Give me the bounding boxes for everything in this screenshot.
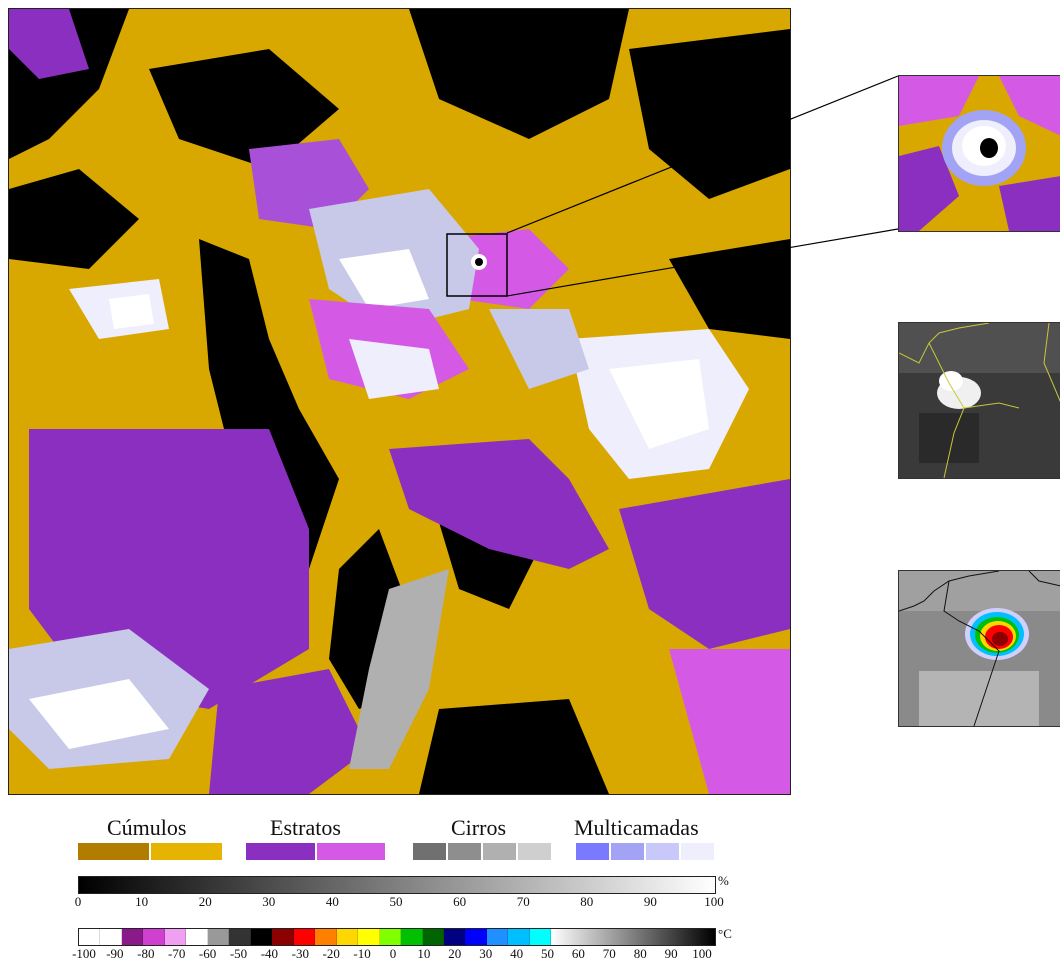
percent-tick-label: 70 [516,894,530,909]
percent-tick-label: 0 [74,894,82,909]
swatch-cumulos-2 [151,843,222,860]
temperature-color-segment [529,929,552,945]
temperature-tick-label: 30 [479,946,493,961]
temperature-color-segment [358,929,380,945]
temperature-color-segment [315,929,337,945]
percent-tick-label: 100 [704,894,724,909]
temperature-tick-label: 80 [633,946,647,961]
visible-channel-inset [898,322,1060,479]
temperature-color-segment [508,929,530,945]
legend-label-cumulos: Cúmulos [107,815,187,840]
temperature-tick-label: 90 [664,946,678,961]
temperature-color-segment [272,929,294,945]
temperature-color-segment [422,929,444,945]
swatch-multicamadas-3 [646,843,679,860]
temperature-color-segment [401,929,423,945]
temperature-tick-label: 40 [510,946,524,961]
temperature-color-segment [121,929,144,945]
temperature-tick-label: 60 [571,946,585,961]
temperature-color-segment [100,929,122,945]
temperature-tick-label: -30 [291,946,309,961]
percent-tick-label: 60 [453,894,467,909]
percent-tick-label: 30 [262,894,276,909]
temperature-color-segment [379,929,402,945]
swatch-cirros-1 [413,843,446,860]
temperature-tick-label: -80 [137,946,155,961]
zoomed-classification-inset [898,75,1060,232]
cloud-map-graphic [9,9,790,794]
temperature-warm-segment [551,929,716,945]
temperature-color-segment [486,929,509,945]
temperature-color-segment [465,929,487,945]
temperature-color-segment [164,929,187,945]
temperature-color-segment [336,929,359,945]
swatch-cirros-4 [518,843,551,860]
swatch-multicamadas-1 [576,843,609,860]
temperature-color-segment [443,929,466,945]
swatch-estratos-2 [317,843,385,860]
temperature-tick-label: -40 [260,946,279,961]
temperature-tick-label: 50 [541,946,554,961]
percent-gradient-bar [78,876,716,894]
infrared-channel-inset [898,570,1060,727]
temperature-color-bar [78,928,716,946]
swatch-cirros-3 [483,843,516,860]
temperature-color-segment [250,929,273,945]
temperature-tick-label: -90 [106,946,124,961]
percent-unit: % [718,873,729,888]
temperature-tick-label: 0 [389,946,397,961]
temperature-color-segment [293,929,316,945]
percent-tick-label: 80 [580,894,594,909]
temperature-color-segment [79,929,101,945]
legend-label-estratos: Estratos [270,815,341,840]
legend-label-multicamadas: Multicamadas [574,815,699,840]
swatch-cirros-2 [448,843,481,860]
temperature-color-segment [186,929,208,945]
swatch-multicamadas-2 [611,843,644,860]
temperature-tick-label: -20 [322,946,340,961]
percent-tick-label: 10 [135,894,149,909]
temperature-color-segment [143,929,165,945]
temperature-tick-label: 100 [692,946,712,961]
temperature-color-segment [229,929,251,945]
percent-tick-label: 50 [389,894,403,909]
legend-label-cirros: Cirros [451,815,506,840]
temperature-tick-label: -70 [168,946,186,961]
temperature-color-segment [207,929,230,945]
temperature-unit: °C [718,926,732,941]
temperature-tick-label: 70 [602,946,616,961]
temperature-tick-label: 20 [448,946,462,961]
percent-tick-label: 40 [325,894,339,909]
temperature-tick-label: -50 [229,946,248,961]
swatch-multicamadas-4 [681,843,714,860]
percent-tick-label: 20 [198,894,212,909]
percent-tick-label: 90 [643,894,657,909]
temperature-tick-label: -60 [198,946,217,961]
swatch-cumulos-1 [78,843,149,860]
swatch-estratos-1 [246,843,315,860]
temperature-tick-label: 10 [417,946,431,961]
temperature-tick-label: -10 [353,946,371,961]
temperature-tick-label: -100 [72,946,96,961]
cloud-classification-map [8,8,791,795]
